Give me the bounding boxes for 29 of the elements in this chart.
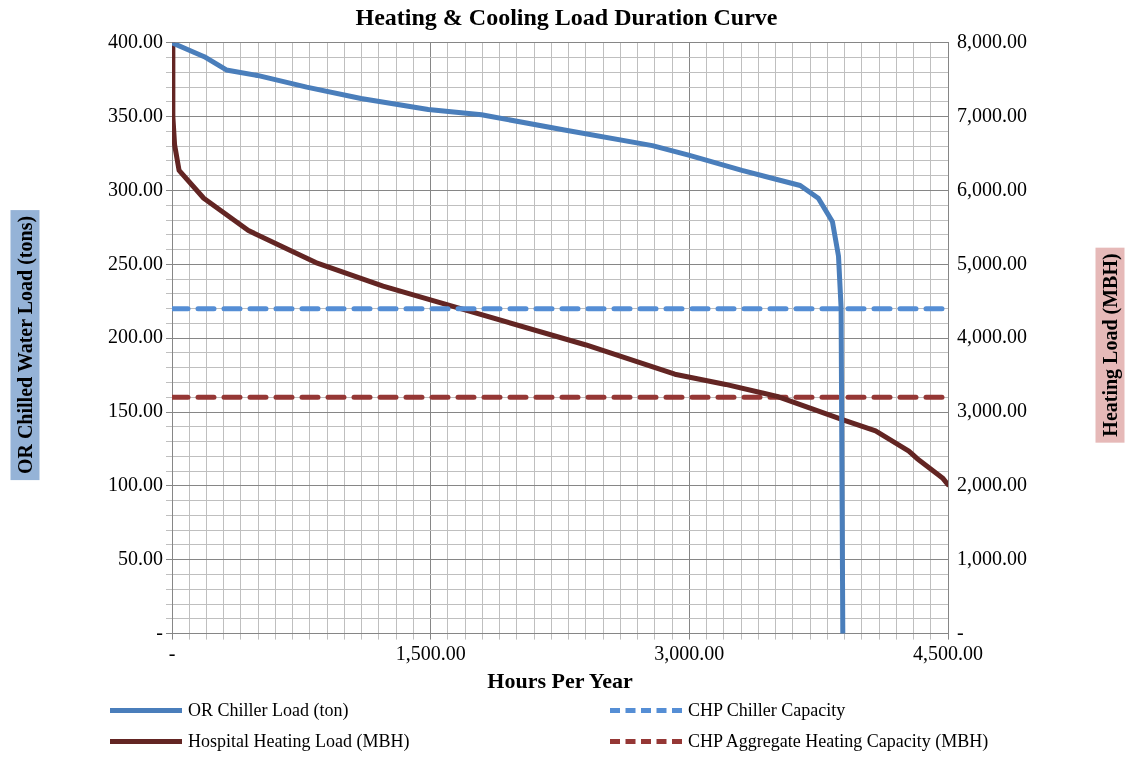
x-tick-label: 1,500.00: [395, 641, 466, 664]
y2-tick-label: 7,000.00: [957, 103, 1027, 126]
y-tick-label: 50.00: [118, 547, 163, 569]
legend-label: Hospital Heating Load (MBH): [188, 731, 410, 752]
y2-tick-label: -: [957, 620, 964, 643]
chart-title: Heating & Cooling Load Duration Curve: [355, 3, 778, 30]
y2-tick-label: 2,000.00: [957, 473, 1027, 496]
y2-tick-label: 4,000.00: [957, 325, 1027, 348]
y2-axis-title: Heating Load (MBH): [1095, 247, 1125, 443]
legend-label: CHP Aggregate Heating Capacity (MBH): [688, 731, 989, 752]
x-tick-label: 3,000.00: [654, 641, 725, 664]
x-tick-label: 4,500.00: [913, 641, 983, 664]
legend-label: OR Chiller Load (ton): [188, 700, 349, 721]
y-tick-label: 350.00: [108, 103, 163, 126]
legend-label: CHP Chiller Capacity: [688, 700, 846, 721]
y2-tick-label: 5,000.00: [957, 251, 1027, 274]
y-tick-label: -: [156, 620, 163, 643]
y2-tick-label: 8,000.00: [957, 30, 1027, 53]
y-tick-label: 300.00: [108, 177, 163, 200]
y-tick-label: 200.00: [108, 325, 163, 348]
y-tick-label: 250.00: [108, 251, 163, 274]
y2-tick-label: 1,000.00: [957, 547, 1027, 569]
y-tick-label: 400.00: [108, 30, 163, 53]
y-axis-title: OR Chilled Water Load (tons): [10, 209, 40, 481]
y2-tick-label: 6,000.00: [957, 177, 1027, 200]
y-tick-label: 100.00: [108, 473, 163, 496]
y-tick-label: 150.00: [108, 399, 163, 422]
y2-tick-label: 3,000.00: [957, 399, 1027, 422]
x-axis-title: Hours Per Year: [487, 668, 633, 694]
